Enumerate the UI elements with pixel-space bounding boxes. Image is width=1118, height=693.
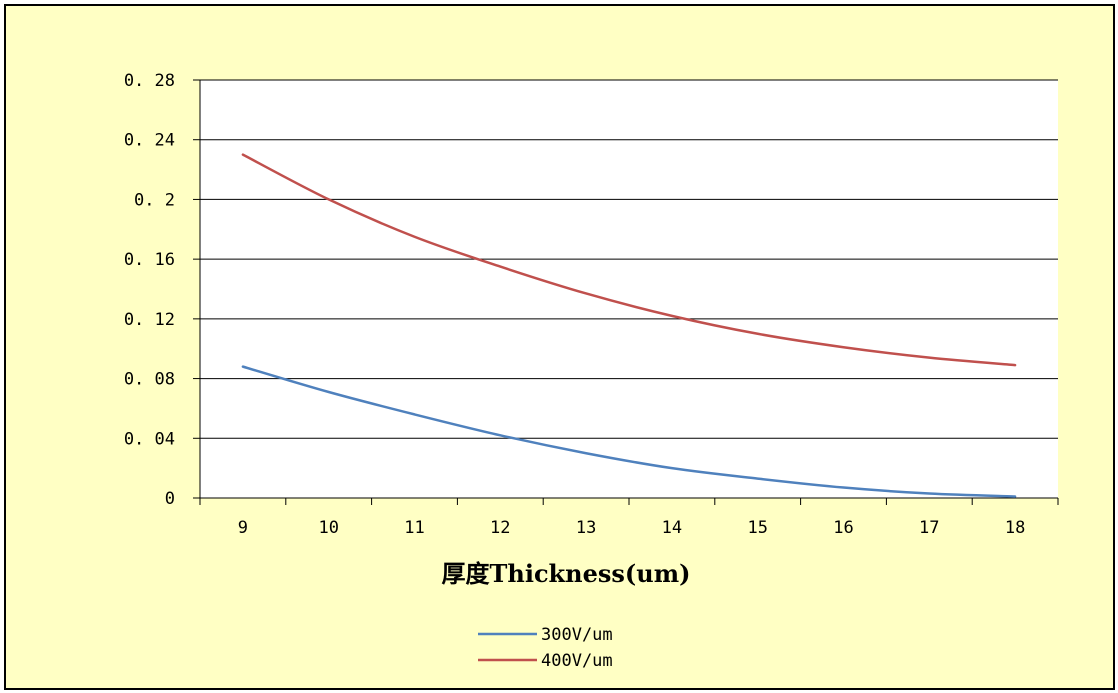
x-tick-label: 10 (318, 518, 338, 538)
x-tick-label: 13 (576, 518, 596, 538)
series-line-400V/um (241, 153, 1017, 367)
gridlines (200, 79, 1058, 439)
y-tick-label: 0. 04 (124, 429, 175, 449)
x-tick-label: 9 (238, 518, 248, 538)
x-axis-title: 厚度Thickness(um) (442, 559, 691, 588)
y-tick-label: 0. 2 (134, 190, 175, 210)
legend-label: 400V/um (541, 651, 613, 671)
y-axis-ticks: 0 0. 04 0. 08 0. 12 0. 16 0. 2 0. 24 0. 28 (124, 71, 200, 509)
x-tick-label: 18 (1005, 518, 1025, 538)
x-tick-label: 14 (662, 518, 682, 538)
y-tick-label: 0. 28 (124, 71, 175, 91)
x-tick-label: 11 (404, 518, 424, 538)
y-tick-label: 0. 24 (124, 131, 175, 151)
x-tick-label: 12 (490, 518, 510, 538)
y-tick-label: 0. 08 (124, 370, 175, 390)
series-line-300V/um (241, 365, 1017, 498)
x-axis-ticks: 9 10 11 12 13 14 15 16 17 18 (199, 498, 1059, 538)
x-tick-label: 17 (919, 518, 939, 538)
series-lines (241, 153, 1017, 498)
x-tick-label: 15 (747, 518, 767, 538)
legend: 300V/um 400V/um (478, 625, 613, 671)
x-tick-label: 16 (833, 518, 853, 538)
y-tick-label: 0. 16 (124, 250, 175, 270)
y-tick-label: 0. 12 (124, 310, 175, 330)
y-tick-label: 0 (165, 489, 175, 509)
plot-area (200, 80, 1058, 498)
legend-label: 300V/um (541, 625, 613, 645)
